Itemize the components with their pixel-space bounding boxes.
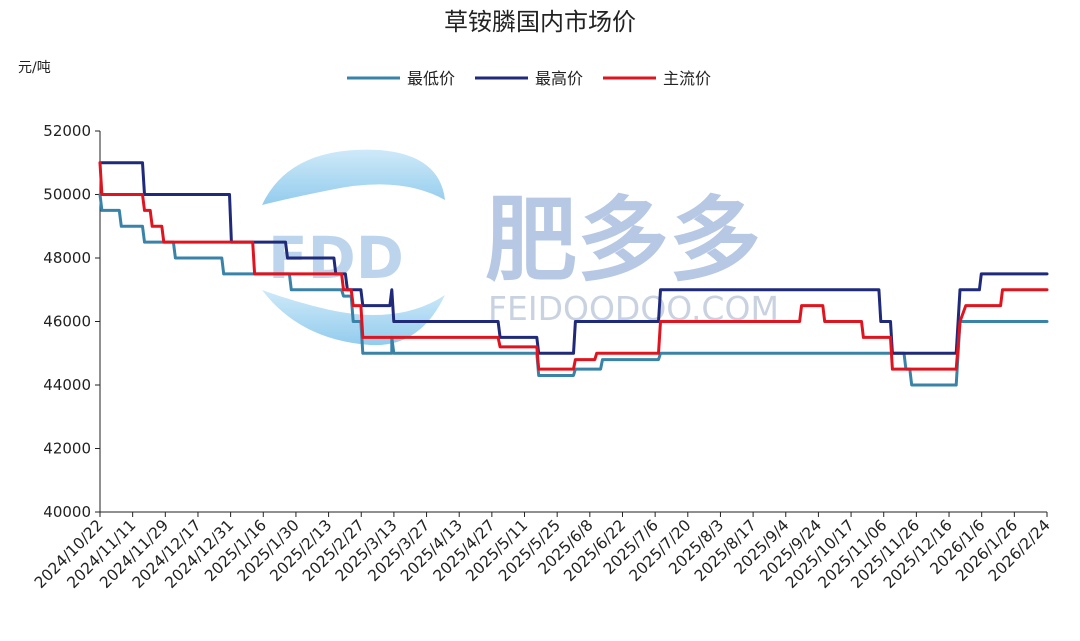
y-tick-label: 42000 <box>43 440 91 458</box>
legend-label-low: 最低价 <box>407 69 455 88</box>
chart-title: 草铵膦国内市场价 <box>444 8 636 36</box>
legend-item-low: 最低价 <box>347 69 455 88</box>
y-tick-label: 48000 <box>43 249 91 267</box>
y-tick-label: 52000 <box>43 122 91 140</box>
y-tick-label: 44000 <box>43 376 91 394</box>
legend-label-high: 最高价 <box>535 69 583 88</box>
y-tick-label: 46000 <box>43 313 91 331</box>
legend: 最低价 最高价 主流价 <box>347 69 711 88</box>
watermark-brand-cn: 肥多多 <box>485 187 761 294</box>
legend-label-main: 主流价 <box>663 69 711 88</box>
x-axis-ticks: 2024/10/222024/11/112024/11/292024/12/17… <box>31 512 1054 592</box>
series-layer <box>98 161 1049 387</box>
y-axis-ticks: 40000 42000 44000 46000 48000 50000 52000 <box>43 122 100 521</box>
watermark: FDD 肥多多 FEIDOODOO.COM <box>262 149 779 346</box>
y-axis-unit-label: 元/吨 <box>18 60 51 76</box>
y-tick-label: 50000 <box>43 186 91 204</box>
y-tick-label: 40000 <box>43 503 91 521</box>
legend-item-high: 最高价 <box>475 69 583 88</box>
legend-item-main: 主流价 <box>603 69 711 88</box>
series-line-main <box>98 161 1049 371</box>
